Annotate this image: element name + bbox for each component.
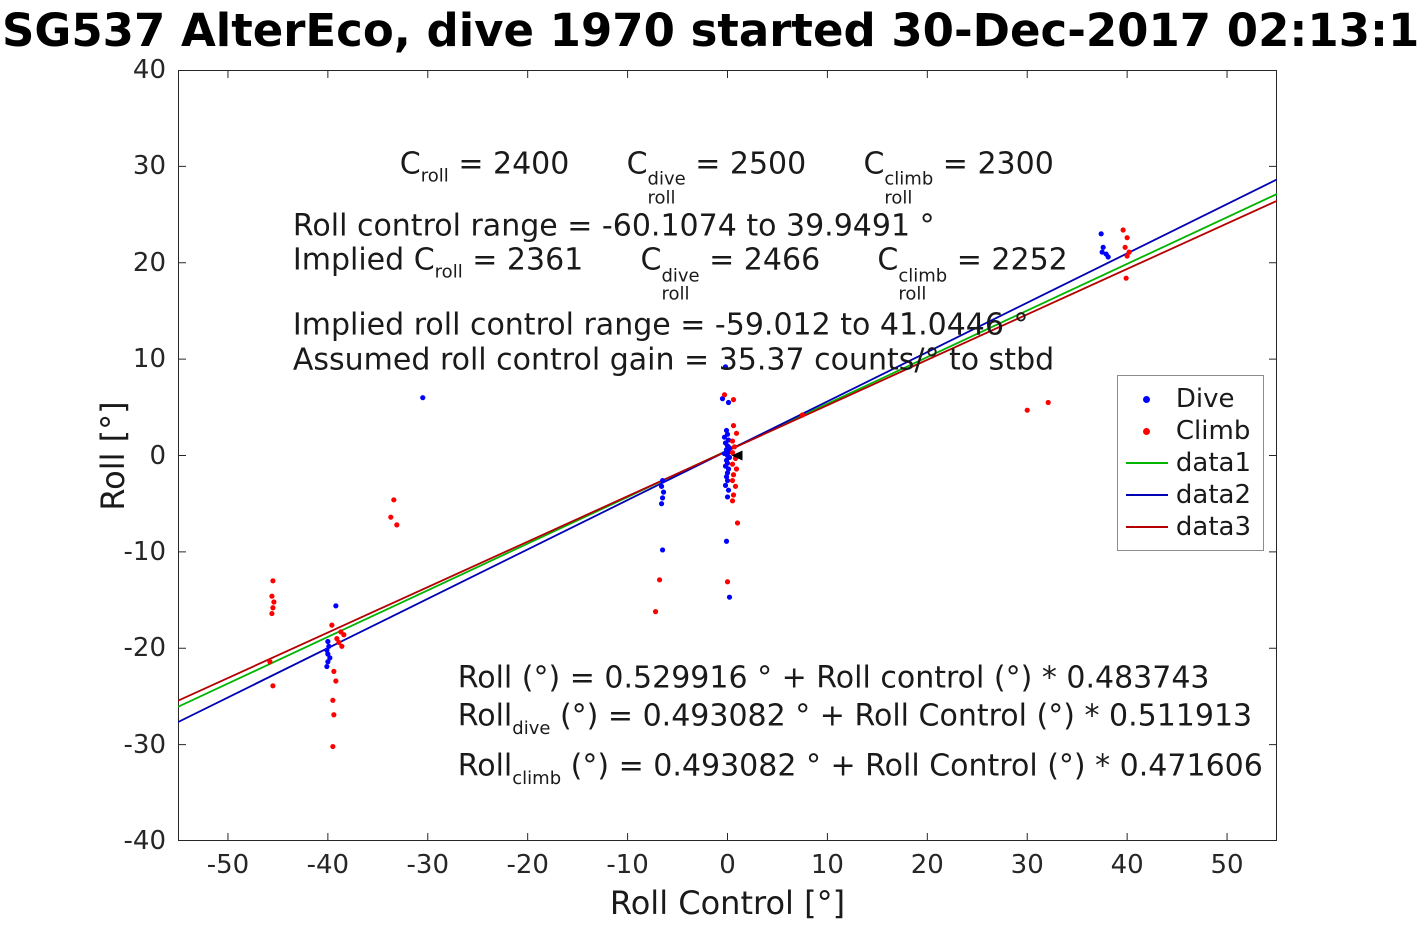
y-tick-label: -40 bbox=[123, 826, 166, 856]
legend-line-marker bbox=[1124, 526, 1170, 528]
legend-label: Climb bbox=[1175, 416, 1251, 446]
x-tick-label: 0 bbox=[719, 850, 736, 880]
y-axis-label: Roll [°] bbox=[94, 401, 132, 511]
x-tick-label: -20 bbox=[506, 850, 549, 880]
y-tick-label: -20 bbox=[123, 633, 166, 664]
legend-line-marker bbox=[1124, 494, 1170, 496]
y-tick-label: -10 bbox=[123, 536, 166, 567]
x-tick-label: 10 bbox=[810, 850, 844, 880]
legend-entry-data1: data1 bbox=[1124, 447, 1251, 479]
legend-dot-marker bbox=[1124, 427, 1170, 435]
x-tick-label: 50 bbox=[1210, 850, 1244, 880]
x-tick-label: -30 bbox=[406, 850, 449, 880]
x-tick-label: 30 bbox=[1010, 850, 1044, 880]
y-tick-label: 40 bbox=[132, 55, 166, 85]
legend-entry-climb: Climb bbox=[1124, 415, 1251, 447]
legend-label: Dive bbox=[1175, 384, 1235, 414]
x-tick-label: -50 bbox=[206, 850, 250, 880]
legend-label: data1 bbox=[1175, 448, 1251, 478]
legend-label: data3 bbox=[1175, 512, 1251, 542]
legend-dot-marker bbox=[1124, 395, 1170, 403]
legend-entry-data2: data2 bbox=[1124, 479, 1251, 511]
y-tick-label: 0 bbox=[149, 440, 166, 471]
scatter-climb bbox=[267, 227, 1132, 750]
cursor-marker bbox=[731, 450, 743, 461]
y-tick-label: 10 bbox=[132, 344, 166, 375]
legend-label: data2 bbox=[1175, 480, 1251, 510]
x-tick-label: -40 bbox=[306, 850, 350, 880]
x-tick-label: 20 bbox=[910, 850, 944, 880]
legend-line-marker bbox=[1124, 462, 1170, 464]
tick-marks bbox=[178, 70, 1277, 841]
x-axis-label: Roll Control [°] bbox=[609, 884, 846, 922]
x-tick-label: 40 bbox=[1110, 850, 1144, 880]
scatter-dive bbox=[324, 231, 1111, 670]
plot-canvas bbox=[178, 70, 1277, 841]
y-tick-label: -30 bbox=[123, 729, 166, 760]
legend: Dive Climb data1 data2 data3 bbox=[1116, 375, 1264, 551]
y-tick-label: 30 bbox=[132, 151, 166, 182]
legend-entry-data3: data3 bbox=[1124, 511, 1251, 543]
chart-title: SG537 AlterEco, dive 1970 started 30-Dec… bbox=[2, 4, 1417, 57]
y-tick-label: 20 bbox=[132, 247, 166, 278]
legend-entry-dive: Dive bbox=[1124, 383, 1251, 415]
x-tick-label: -10 bbox=[606, 850, 649, 880]
